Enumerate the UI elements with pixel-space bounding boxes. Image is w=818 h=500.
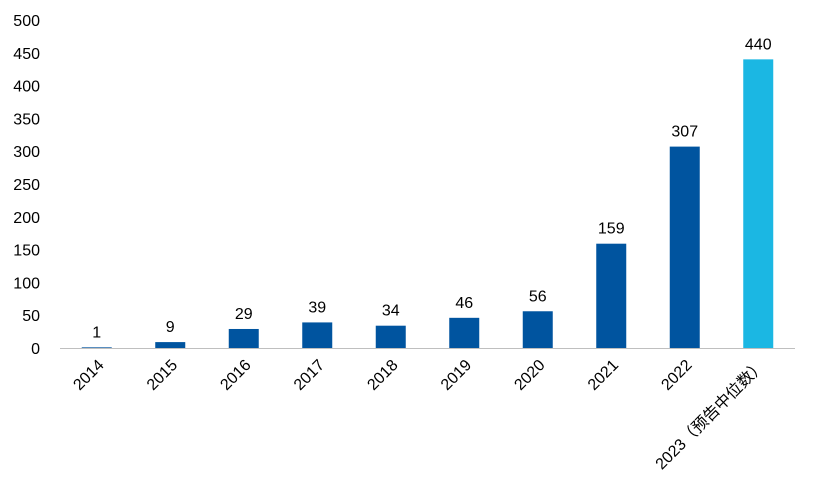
- y-tick-label: 0: [31, 341, 40, 358]
- data-label-2015: 9: [166, 319, 175, 336]
- bar-2017: [302, 322, 333, 348]
- data-label-2020: 56: [529, 288, 547, 305]
- x-tick-label-2016: 2016: [217, 357, 254, 394]
- data-label-2022: 307: [671, 124, 698, 141]
- y-tick-label: 100: [13, 275, 40, 292]
- data-label-2021: 159: [598, 221, 625, 238]
- data-label-2019: 46: [455, 295, 473, 312]
- x-tick-label-2015: 2015: [144, 357, 181, 394]
- bar-2019: [449, 317, 480, 348]
- x-tick-label-2017: 2017: [291, 357, 328, 394]
- y-tick-label: 300: [13, 144, 40, 161]
- y-tick-label: 450: [13, 46, 40, 63]
- y-tick-label: 400: [13, 79, 40, 96]
- x-tick-label-2021: 2021: [585, 357, 622, 394]
- x-tick-label-2019: 2019: [438, 357, 475, 394]
- y-tick-label: 500: [13, 13, 40, 30]
- y-axis-ticks: 0 50 100 150 200 250 300 350 400 450 500: [13, 13, 40, 358]
- bar-2018: [375, 325, 406, 348]
- x-tick-label-2020: 2020: [511, 357, 548, 394]
- bar-2015: [155, 342, 186, 348]
- x-tick-label-2018: 2018: [364, 357, 401, 394]
- data-label-2014: 1: [92, 324, 101, 341]
- bars: [81, 59, 774, 349]
- y-tick-label: 150: [13, 243, 40, 260]
- y-tick-label: 350: [13, 111, 40, 128]
- bar-2020: [522, 311, 553, 348]
- x-axis-labels: 2014 2015 2016 2017 2018 2019 2020 2021 20222023…: [70, 356, 769, 473]
- x-tick-label-2022: 2022: [658, 357, 695, 394]
- bar-2016: [228, 328, 259, 348]
- data-label-2023: 440: [745, 36, 772, 53]
- y-tick-label: 200: [13, 210, 40, 227]
- data-label-2016: 29: [235, 306, 253, 323]
- x-tick-label-2014: 2014: [70, 357, 107, 394]
- data-label-2017: 39: [308, 299, 326, 316]
- bar-2023: [743, 59, 774, 349]
- y-tick-label: 50: [22, 308, 40, 325]
- bar-2021: [596, 243, 627, 348]
- bar-2022: [669, 146, 700, 348]
- y-tick-label: 250: [13, 177, 40, 194]
- bar-2014: [81, 347, 112, 348]
- data-label-2018: 34: [382, 303, 400, 320]
